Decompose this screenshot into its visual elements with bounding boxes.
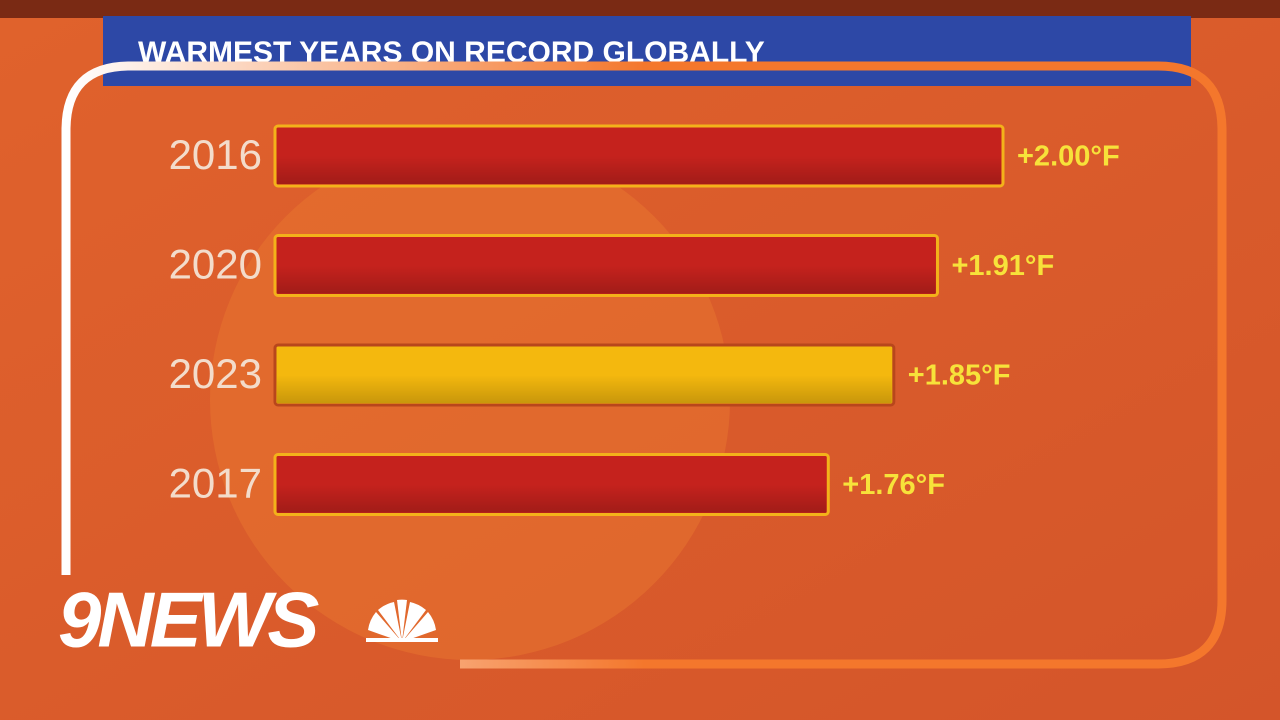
peacock (366, 599, 438, 642)
feather (397, 599, 407, 642)
bar-shade (277, 265, 936, 294)
category-label: 2017 (169, 460, 262, 507)
frame (61, 61, 1227, 669)
value-label: +2.00°F (1017, 141, 1120, 173)
logo-text: 9NEWS (58, 576, 319, 664)
top-strip (0, 0, 1280, 18)
logo: 9NEWS (58, 576, 438, 664)
category-label: 2023 (169, 350, 262, 397)
value-label: +1.85°F (908, 360, 1011, 392)
feather (368, 612, 402, 642)
bar-shade (277, 375, 892, 403)
bar-shade (277, 484, 827, 513)
category-label: 2016 (169, 131, 262, 178)
title-bar (103, 16, 1191, 86)
value-label: +1.91°F (951, 250, 1054, 282)
feather (378, 602, 402, 642)
bars: 2016 +2.00°F 2020 +1.91°F 2023 +1.85°F 2017 +1.… (169, 124, 1120, 516)
feather (402, 602, 426, 642)
bar-shade (277, 156, 1001, 184)
feather-base (366, 638, 438, 642)
value-label: +1.76°F (842, 469, 945, 501)
feather (402, 612, 436, 642)
category-label: 2020 (169, 241, 262, 288)
